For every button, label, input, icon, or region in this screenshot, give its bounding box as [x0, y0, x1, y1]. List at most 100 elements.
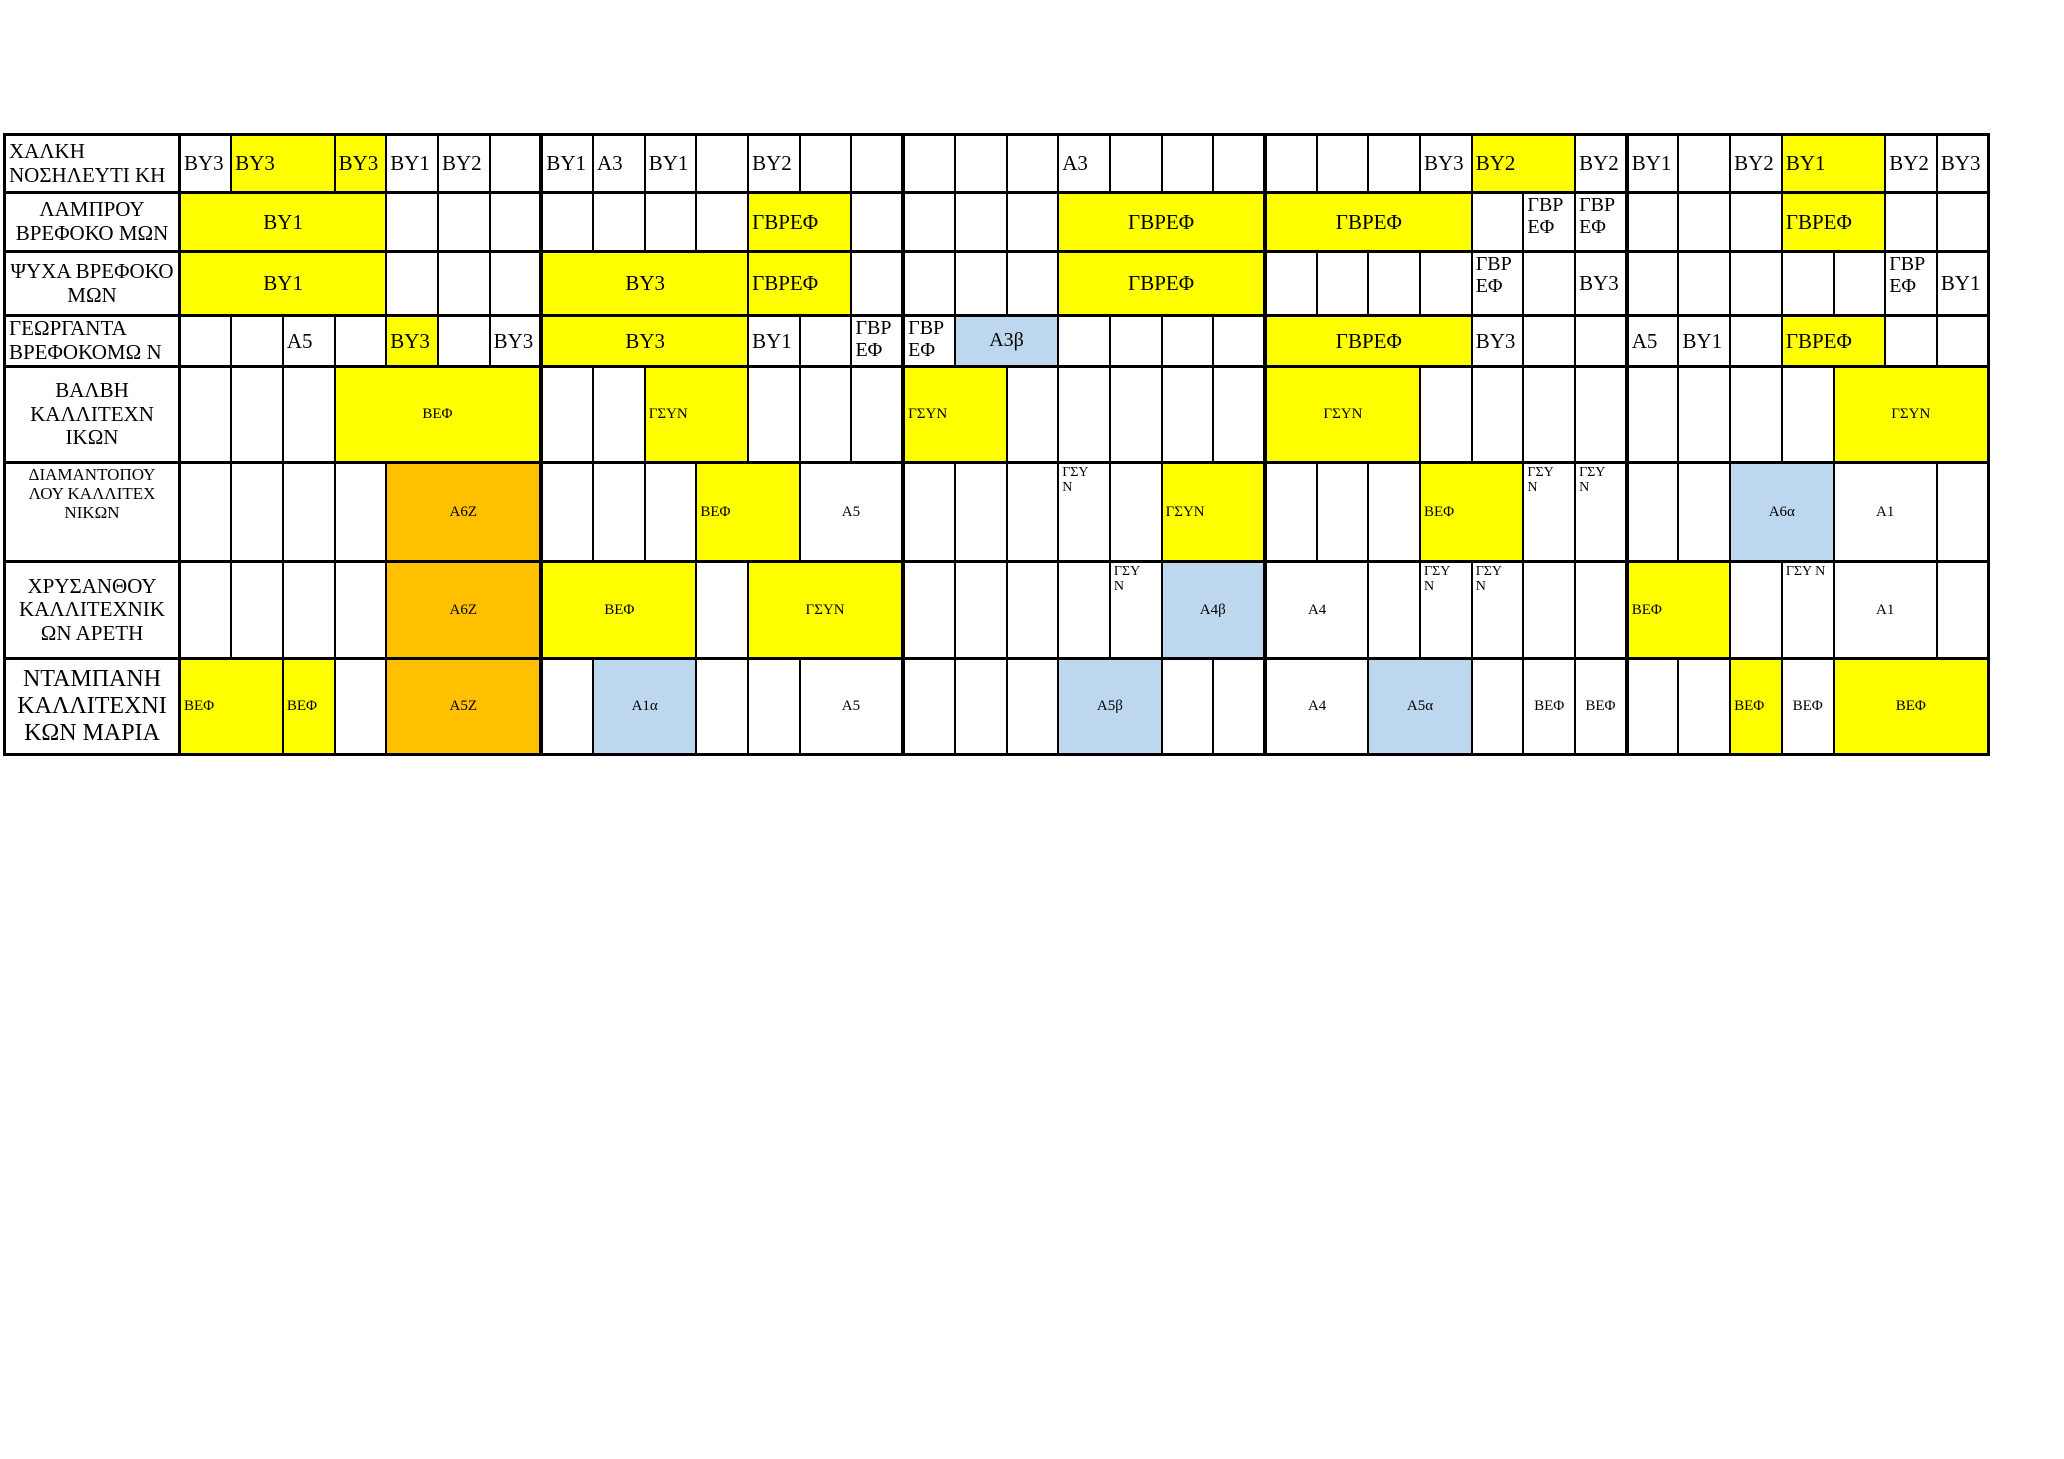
staff-name: ΧΑΛΚΗ ΝΟΣΗΛΕΥΤΙ ΚΗ [3, 133, 181, 194]
empty-cell [1005, 191, 1060, 253]
shift-cell: ΓΒΡΕΦ [1780, 314, 1887, 368]
shift-cell: ΒΕΦ [1729, 657, 1783, 756]
empty-cell [1522, 560, 1577, 660]
shift-cell: ΒΥ2 [1729, 133, 1783, 194]
shift-cell: ΒΥ3 [540, 250, 750, 317]
empty-cell [798, 314, 853, 368]
empty-cell [385, 191, 439, 253]
empty-cell [1522, 365, 1577, 464]
empty-cell [850, 250, 906, 317]
empty-cell [1574, 314, 1629, 368]
empty-cell [436, 314, 491, 368]
empty-cell [1057, 365, 1111, 464]
shift-cell: ΒΥ3 [1574, 250, 1629, 317]
empty-cell [1263, 461, 1318, 563]
shift-cell: ΓΒΡ ΕΦ [1470, 250, 1525, 317]
shift-cell: ΒΕΦ [1780, 657, 1835, 756]
empty-cell [230, 560, 284, 660]
empty-cell [1935, 314, 1990, 368]
empty-cell [953, 560, 1008, 660]
shift-cell: Α3 [1057, 133, 1111, 194]
empty-cell [333, 560, 388, 660]
shift-cell: Α1 [1832, 461, 1938, 563]
shift-cell: ΒΥ2 [436, 133, 491, 194]
empty-cell [1729, 560, 1783, 660]
empty-cell [695, 191, 750, 253]
empty-cell [230, 461, 284, 563]
empty-cell [178, 461, 233, 563]
staff-row: ΓΕΩΡΓΑΝΤΑ ΒΡΕΦΟΚΟΜΩ Ν Α5 ΒΥ3 ΒΥ3 ΒΥ3 ΒΥ1 ΓΒΡ Ε… [3, 314, 1990, 368]
shift-cell: ΓΣΥΝ [1160, 461, 1267, 563]
shift-cell: ΒΥ1 [643, 133, 698, 194]
empty-cell [902, 560, 956, 660]
empty-cell [1263, 133, 1318, 194]
staff-row: ΒΑΛΒΗ ΚΑΛΛΙΤΕΧΝ ΙΚΩΝ ΒΕΦ ΓΣΥΝ ΓΣΥΝ ΓΣΥΝ ΓΣΥΝ [3, 365, 1990, 464]
empty-cell [385, 250, 439, 317]
shift-cell: ΓΒΡ ΕΦ [902, 314, 956, 368]
empty-cell [281, 365, 336, 464]
shift-cell: ΓΣΥ Ν [1057, 461, 1111, 563]
empty-cell [902, 191, 956, 253]
shift-cell: Α3 [592, 133, 646, 194]
empty-cell [1677, 461, 1732, 563]
shift-cell: ΒΥ1 [1677, 314, 1732, 368]
empty-cell [1677, 657, 1732, 756]
shift-cell: ΒΥ1 [178, 250, 388, 317]
empty-cell [436, 250, 491, 317]
empty-cell [902, 461, 956, 563]
empty-cell [1729, 191, 1783, 253]
staff-name: ΧΡΥΣΑΝΘΟΥ ΚΑΛΛΙΤΕΧΝΙΚ ΩΝ ΑΡΕΤΗ [3, 560, 181, 660]
empty-cell [1005, 461, 1060, 563]
shift-cell: ΒΕΦ [281, 657, 336, 756]
empty-cell [953, 461, 1008, 563]
staff-name: ΔΙΑΜΑΝΤΟΠΟΥ ΛΟΥ ΚΑΛΛΙΤΕΧ ΝΙΚΩΝ [3, 461, 181, 563]
empty-cell [1108, 365, 1163, 464]
empty-cell [953, 657, 1008, 756]
staff-row: ΧΑΛΚΗ ΝΟΣΗΛΕΥΤΙ ΚΗ ΒΥ3 ΒΥ3 ΒΥ3 ΒΥ1 ΒΥ2 ΒΥ1 Α3 ΒΥ… [3, 133, 1990, 194]
empty-cell [1677, 250, 1732, 317]
empty-cell [953, 191, 1008, 253]
empty-cell [1677, 365, 1732, 464]
empty-cell [1315, 133, 1370, 194]
empty-cell [1315, 250, 1370, 317]
shift-cell: ΒΥ3 [1470, 314, 1525, 368]
shift-cell: Α6α [1729, 461, 1835, 563]
empty-cell [230, 365, 284, 464]
shift-cell: ΓΒΡΕΦ [747, 250, 853, 317]
shift-cell: ΓΣΥ Ν [1574, 461, 1629, 563]
staff-row: ΔΙΑΜΑΝΤΟΠΟΥ ΛΟΥ ΚΑΛΛΙΤΕΧ ΝΙΚΩΝ Α6Ζ ΒΕΦ Α5 ΓΣ… [3, 461, 1990, 563]
shift-cell: Α5 [798, 461, 906, 563]
shift-cell: ΒΥ3 [333, 133, 388, 194]
empty-cell [1574, 365, 1629, 464]
shift-cell: ΒΥ2 [1574, 133, 1629, 194]
empty-cell [540, 191, 594, 253]
empty-cell [1729, 365, 1783, 464]
empty-cell [230, 314, 284, 368]
shift-cell: ΒΕΦ [333, 365, 544, 464]
shift-cell: ΒΕΦ [1418, 461, 1525, 563]
empty-cell [540, 461, 594, 563]
empty-cell [1057, 560, 1111, 660]
empty-cell [281, 560, 336, 660]
empty-cell [1367, 133, 1421, 194]
shift-cell: ΓΒΡ ΕΦ [1522, 191, 1577, 253]
staff-row: ΛΑΜΠΡΟΥ ΒΡΕΦΟΚΟ ΜΩΝ ΒΥ1 ΓΒΡΕΦ ΓΒΡΕΦ ΓΒΡΕΦ ΓΒΡ… [3, 191, 1990, 253]
staff-row: ΧΡΥΣΑΝΘΟΥ ΚΑΛΛΙΤΕΧΝΙΚ ΩΝ ΑΡΕΤΗ Α6Ζ ΒΕΦ ΓΣΥΝ… [3, 560, 1990, 660]
shift-cell: ΒΥ1 [385, 133, 439, 194]
empty-cell [850, 365, 906, 464]
empty-cell [1522, 250, 1577, 317]
shift-cell: ΒΕΦ [1832, 657, 1990, 756]
shift-cell: ΒΕΦ [540, 560, 698, 660]
empty-cell [1780, 250, 1835, 317]
shift-cell: ΒΥ2 [747, 133, 801, 194]
shift-cell: ΓΣΥ Ν [1419, 560, 1473, 660]
empty-cell [1005, 250, 1060, 317]
shift-cell: ΓΣΥ Ν [1470, 560, 1525, 660]
shift-cell: ΒΕΦ [1625, 560, 1732, 660]
empty-cell [178, 560, 233, 660]
empty-cell [1729, 314, 1783, 368]
shift-cell: ΓΣΥΝ [747, 560, 906, 660]
empty-cell [1574, 560, 1629, 660]
empty-cell [1419, 365, 1473, 464]
